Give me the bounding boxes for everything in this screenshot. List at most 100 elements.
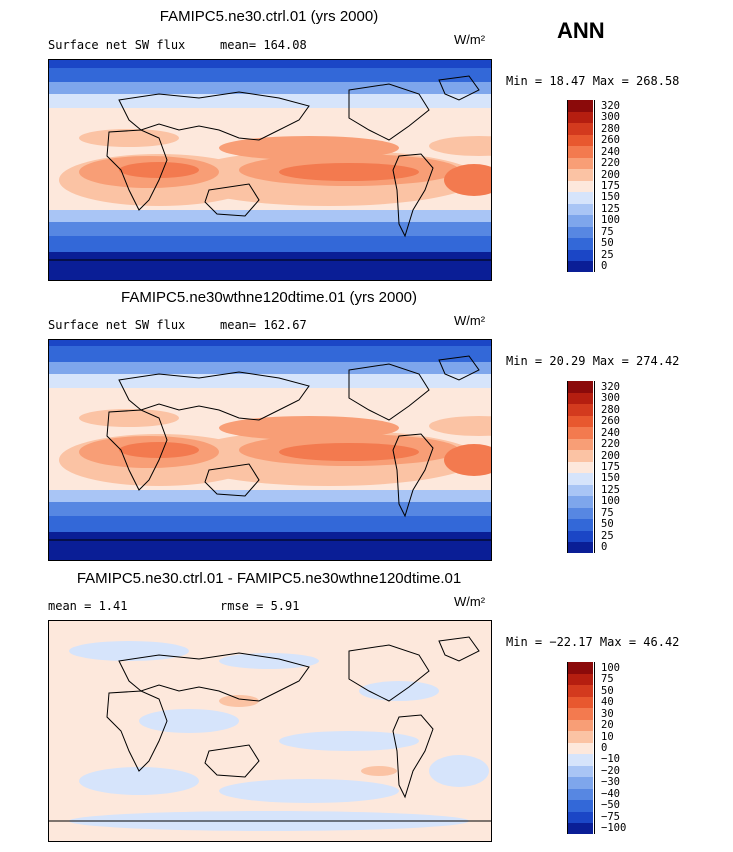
colorbar-label: 125 — [601, 202, 620, 215]
colorbar-segment — [567, 753, 593, 766]
panel3-minmax: Min = −22.17 Max = 46.42 — [506, 635, 680, 649]
panel2-variable: Surface net SW flux — [48, 318, 186, 332]
panel2-units: W/m² — [454, 313, 486, 328]
colorbar-segment — [567, 203, 593, 216]
colorbar-segment — [567, 495, 593, 508]
panel1-minmax: Min = 18.47 Max = 268.58 — [506, 74, 680, 88]
colorbar-segment — [567, 381, 593, 393]
colorbar-segment — [567, 438, 593, 451]
colorbar-label: 150 — [601, 472, 620, 485]
colorbar-label: 0 — [601, 260, 608, 273]
colorbar-segment — [567, 214, 593, 227]
colorbar-label: 175 — [601, 180, 620, 192]
colorbar-label: −100 — [601, 822, 627, 835]
panel1-units: W/m² — [454, 32, 486, 47]
colorbar-segment — [567, 168, 593, 181]
panel2-mean: mean= 162.67 — [220, 318, 307, 332]
colorbar-label: 240 — [601, 426, 620, 439]
colorbar-label: 280 — [601, 122, 620, 135]
panel1-map-svg — [49, 60, 491, 280]
colorbar-segment — [567, 662, 593, 674]
colorbar-label: 320 — [601, 99, 620, 112]
colorbar-label: 40 — [601, 696, 614, 709]
colorbar-segment — [567, 111, 593, 124]
panel3-map-svg — [49, 621, 491, 841]
colorbar-label: 300 — [601, 392, 620, 405]
colorbar-segment — [567, 719, 593, 732]
colorbar-segment — [567, 541, 593, 554]
panel1-title: FAMIPC5.ne30.ctrl.01 (yrs 2000) — [159, 8, 379, 25]
colorbar-segment — [567, 237, 593, 250]
panel3-title: FAMIPC5.ne30.ctrl.01 - FAMIPC5.ne30wthne… — [76, 570, 462, 587]
colorbar-segment — [567, 145, 593, 158]
colorbar-segment — [567, 426, 593, 439]
panel3-map — [48, 620, 492, 842]
colorbar-label: 220 — [601, 438, 620, 451]
colorbar-segment — [567, 403, 593, 416]
panel1-mean: mean= 164.08 — [220, 38, 307, 52]
colorbar-segment — [567, 507, 593, 520]
colorbar-segment — [567, 249, 593, 262]
colorbar-label: 260 — [601, 415, 620, 428]
panel2-colorbar-frame — [567, 381, 595, 553]
colorbar-label: 240 — [601, 145, 620, 158]
colorbar-label: 100 — [601, 495, 620, 508]
colorbar-label: 300 — [601, 111, 620, 124]
colorbar-segment — [567, 157, 593, 170]
colorbar-segment — [567, 730, 593, 743]
season-label: ANN — [557, 18, 605, 43]
colorbar-segment — [567, 122, 593, 135]
colorbar-label: 280 — [601, 403, 620, 416]
colorbar-label: 20 — [601, 719, 614, 732]
colorbar-label: 100 — [601, 214, 620, 227]
colorbar-label: 125 — [601, 483, 620, 496]
colorbar-label: 320 — [601, 380, 620, 393]
colorbar-segment — [567, 226, 593, 239]
colorbar-label: 75 — [601, 506, 614, 519]
colorbar-label: −10 — [601, 753, 620, 766]
colorbar-label: 25 — [601, 529, 614, 542]
colorbar-segment — [567, 518, 593, 531]
colorbar-label: 0 — [601, 541, 608, 554]
colorbar-segment — [567, 684, 593, 697]
colorbar-label: −30 — [601, 776, 620, 789]
colorbar-segment — [567, 472, 593, 485]
colorbar-segment — [567, 696, 593, 709]
colorbar-label: 50 — [601, 684, 614, 697]
panel2-title: FAMIPC5.ne30wthne120dtime.01 (yrs 2000) — [121, 289, 417, 306]
colorbar-segment — [567, 765, 593, 778]
panel1-colorbar-frame — [567, 100, 595, 272]
colorbar-label: 75 — [601, 225, 614, 238]
colorbar-segment — [567, 180, 593, 193]
colorbar-label: 10 — [601, 730, 614, 743]
colorbar-label: −50 — [601, 799, 620, 812]
colorbar-segment — [567, 707, 593, 720]
colorbar-segment — [567, 260, 593, 273]
colorbar-segment — [567, 776, 593, 789]
colorbar-label: −75 — [601, 810, 620, 823]
colorbar-label: 30 — [601, 707, 614, 720]
colorbar-label: 100 — [601, 661, 620, 674]
colorbar-segment — [567, 134, 593, 147]
colorbar-segment — [567, 799, 593, 812]
colorbar-segment — [567, 530, 593, 543]
panel1-map — [48, 59, 492, 281]
colorbar-segment — [567, 191, 593, 204]
colorbar-segment — [567, 484, 593, 497]
colorbar-label: −20 — [601, 764, 620, 777]
colorbar-segment — [567, 449, 593, 462]
panel3-mean: mean = 1.41 — [48, 599, 128, 613]
colorbar-segment — [567, 822, 593, 835]
panel2-map — [48, 339, 492, 561]
colorbar-segment — [567, 100, 593, 112]
colorbar-segment — [567, 461, 593, 474]
colorbar-label: 0 — [601, 742, 608, 754]
colorbar-segment — [567, 673, 593, 686]
colorbar-label: 200 — [601, 449, 620, 462]
colorbar-label: 175 — [601, 461, 620, 473]
panel2-minmax: Min = 20.29 Max = 274.42 — [506, 354, 680, 368]
panel2-map-svg — [49, 340, 491, 560]
colorbar-label: 150 — [601, 191, 620, 204]
panel3-units: W/m² — [454, 594, 486, 609]
colorbar-label: 50 — [601, 518, 614, 531]
